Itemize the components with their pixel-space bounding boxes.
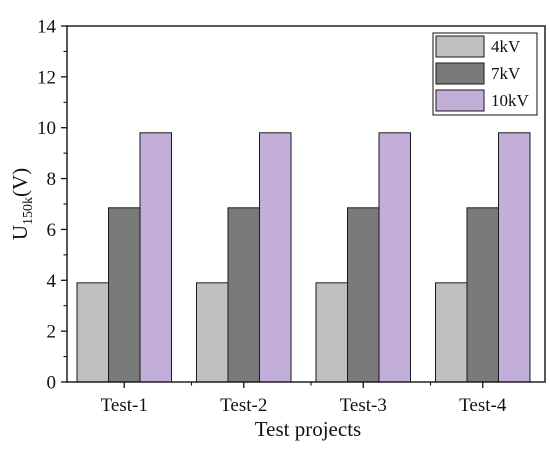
y-axis-label-unit: (V) bbox=[8, 168, 32, 197]
x-tick-label: Test-1 bbox=[101, 395, 148, 416]
legend-swatch-4kv bbox=[435, 35, 485, 58]
y-tick-label: 8 bbox=[47, 169, 57, 190]
legend-label-7kv: 7kV bbox=[491, 64, 521, 83]
bar-test-3-4kv bbox=[315, 282, 348, 383]
bar-test-4-4kv bbox=[435, 282, 468, 383]
legend-label-10kv: 10kV bbox=[491, 91, 530, 110]
bar-test-3-7kv bbox=[347, 207, 380, 383]
legend-label-4kv: 4kV bbox=[491, 37, 521, 56]
y-tick-label: 2 bbox=[47, 322, 57, 343]
bar-test-2-7kv bbox=[227, 207, 260, 383]
y-tick-label: 12 bbox=[37, 67, 56, 88]
y-axis-label: U150k(V) bbox=[8, 168, 36, 240]
bar-test-2-10kv bbox=[259, 132, 292, 383]
y-axis-label-subscript: 150k bbox=[21, 197, 36, 225]
axes-layer: 0 2 4 6 8 10 12 14 Test-1 Test-2 Test-3 Test-4 bbox=[37, 17, 546, 416]
y-tick-label: 6 bbox=[47, 220, 57, 241]
bar-test-3-10kv bbox=[378, 132, 411, 383]
bar-test-4-7kv bbox=[466, 207, 499, 383]
y-tick-label: 10 bbox=[37, 118, 56, 139]
bar-test-1-4kv bbox=[76, 282, 109, 383]
x-tick-label: Test-3 bbox=[340, 395, 387, 416]
y-tick-label: 4 bbox=[47, 271, 57, 292]
x-axis-label: Test projects bbox=[255, 417, 361, 441]
x-tick-label: Test-2 bbox=[220, 395, 267, 416]
y-tick-label: 0 bbox=[47, 373, 57, 394]
x-tick-label: Test-4 bbox=[459, 395, 507, 416]
legend: 4kV 7kV 10kV bbox=[432, 32, 538, 116]
bar-test-4-10kv bbox=[498, 132, 531, 383]
y-tick-label: 14 bbox=[37, 17, 57, 38]
y-axis-label-base: U bbox=[8, 225, 32, 240]
legend-swatch-10kv bbox=[435, 89, 485, 112]
bar-test-1-7kv bbox=[108, 207, 141, 383]
bar-test-2-4kv bbox=[196, 282, 229, 383]
bar-test-1-10kv bbox=[139, 132, 172, 383]
legend-swatch-7kv bbox=[435, 62, 485, 85]
bars-layer bbox=[76, 132, 531, 383]
